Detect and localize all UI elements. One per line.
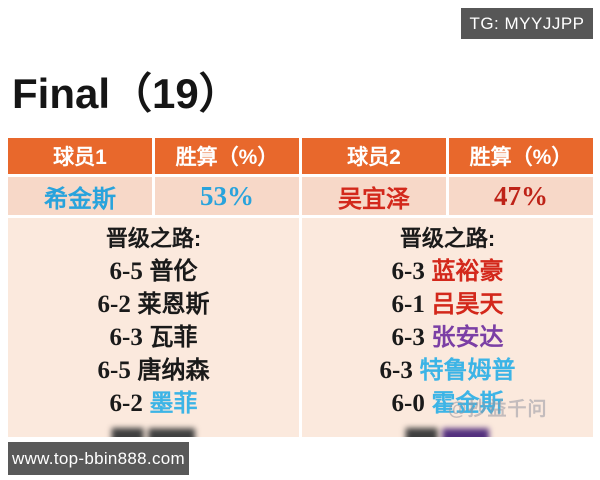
match-score: 6-1 [391,291,425,318]
opponent-name: 墨菲 [142,390,198,417]
match-score: 6-2 [97,291,131,318]
match-score: 6-5 [109,258,143,285]
opponent-name: 特鲁姆普 [412,357,516,384]
redacted-match-line: ▇▇ ▇▇▇ [8,420,299,437]
path-label: 晋级之路: [399,226,496,251]
player1-win-pct: 53% [155,177,299,215]
match-line: 6-3 特鲁姆普 [302,354,593,387]
path-label: 晋级之路: [105,226,202,251]
match-line: 6-5 唐纳森 [8,354,299,387]
match-score: 6-3 [379,357,413,384]
column-header-winpct2: 胜算（%） [449,138,593,174]
opponent-name: 普伦 [142,258,198,285]
player2-name: 吴宜泽 [302,177,446,215]
column-header-player1: 球员1 [8,138,152,174]
match-line: 6-2 莱恩斯 [8,288,299,321]
match-line: 6-5 普伦 [8,255,299,288]
opponent-name: 唐纳森 [130,357,210,384]
opponent-name: 瓦菲 [142,324,198,351]
match-line: 6-2 墨菲 [8,387,299,420]
column-header-winpct1: 胜算（%） [155,138,299,174]
match-line: 6-3 张安达 [302,321,593,354]
player1-name: 希金斯 [8,177,152,215]
match-line: 6-0 霍金斯 [302,387,593,420]
opponent-name: 霍金斯 [424,390,504,417]
opponent-name: ▇▇▇ [143,427,195,437]
opponent-name: 吕昊天 [424,291,504,318]
prediction-table: 球员1 胜算（%） 球员2 胜算（%） 希金斯 53% 吴宜泽 47% 晋级之路… [8,138,593,437]
match-score: 6-5 [97,357,131,384]
match-line: 6-1 吕昊天 [302,288,593,321]
match-line: 6-3 瓦菲 [8,321,299,354]
match-score: ▇▇ [406,427,437,437]
opponent-name: ▇▇▇ [437,427,489,437]
match-line: 6-3 蓝裕豪 [302,255,593,288]
opponent-name: 张安达 [424,324,504,351]
player2-win-pct: 47% [449,177,593,215]
player2-path-column: 晋级之路: 6-3 蓝裕豪 6-1 吕昊天 6-3 张安达 6-3 特鲁姆普 6-0 霍金… [302,218,593,437]
opponent-name: 莱恩斯 [130,291,210,318]
match-score: 6-3 [109,324,143,351]
match-score: 6-0 [391,390,425,417]
match-score: ▇▇ [112,427,143,437]
page-title: Final（19） [12,70,241,117]
telegram-badge: TG: MYYJJPP [461,8,593,39]
website-badge: www.top-bbin888.com [8,442,189,475]
column-header-player2: 球员2 [302,138,446,174]
redacted-match-line: ▇▇ ▇▇▇ [302,420,593,437]
match-score: 6-2 [109,390,143,417]
match-score: 6-3 [391,258,425,285]
match-score: 6-3 [391,324,425,351]
opponent-name: 蓝裕豪 [424,258,504,285]
